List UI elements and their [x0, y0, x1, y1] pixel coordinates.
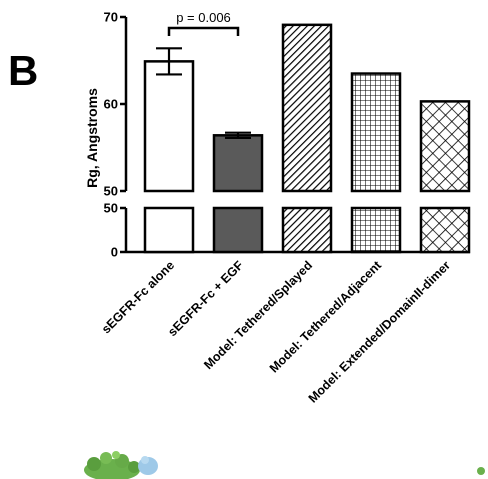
bar-5 [419, 100, 471, 254]
bar-upper-segment [281, 23, 333, 193]
bar-lower-segment [212, 206, 264, 254]
bar-4 [350, 72, 402, 254]
y-tick-label: 70 [104, 10, 118, 25]
category-label: sEGFR-Fc + EGF [165, 258, 246, 339]
error-bars [156, 47, 251, 140]
bar-lower-segment [143, 206, 195, 254]
y-tick-label: 50 [104, 184, 118, 199]
y-axis-title: Rg, Angstroms [84, 88, 100, 188]
bar-3 [281, 23, 333, 254]
bar-upper-segment [419, 100, 471, 193]
bar-1 [143, 60, 195, 254]
protein-structure-image [84, 451, 158, 479]
protein-structure-image-right [477, 467, 485, 475]
panel-label: B [8, 47, 39, 94]
bar-upper-segment [350, 72, 402, 193]
bar-2 [212, 134, 264, 254]
bar-upper-segment [143, 60, 195, 193]
bar-lower-segment [419, 206, 471, 254]
p-value-label: p = 0.006 [176, 10, 231, 25]
error-bar [156, 47, 182, 76]
y-tick-label: 60 [104, 97, 118, 112]
y-tick-label: 0 [111, 245, 118, 260]
significance-bracket: p = 0.006 [167, 10, 240, 36]
bar-upper-segment [212, 134, 264, 193]
category-label: Model: Tethered/Adjacent [267, 258, 385, 376]
bars [143, 23, 471, 254]
y-tick-label: 50 [104, 201, 118, 216]
bar-lower-segment [350, 206, 402, 254]
bar-lower-segment [281, 206, 333, 254]
category-label: Model: Extended/DomainII-dimer [306, 258, 454, 406]
error-bar [225, 131, 251, 140]
category-label: sEGFR-Fc alone [99, 258, 177, 336]
